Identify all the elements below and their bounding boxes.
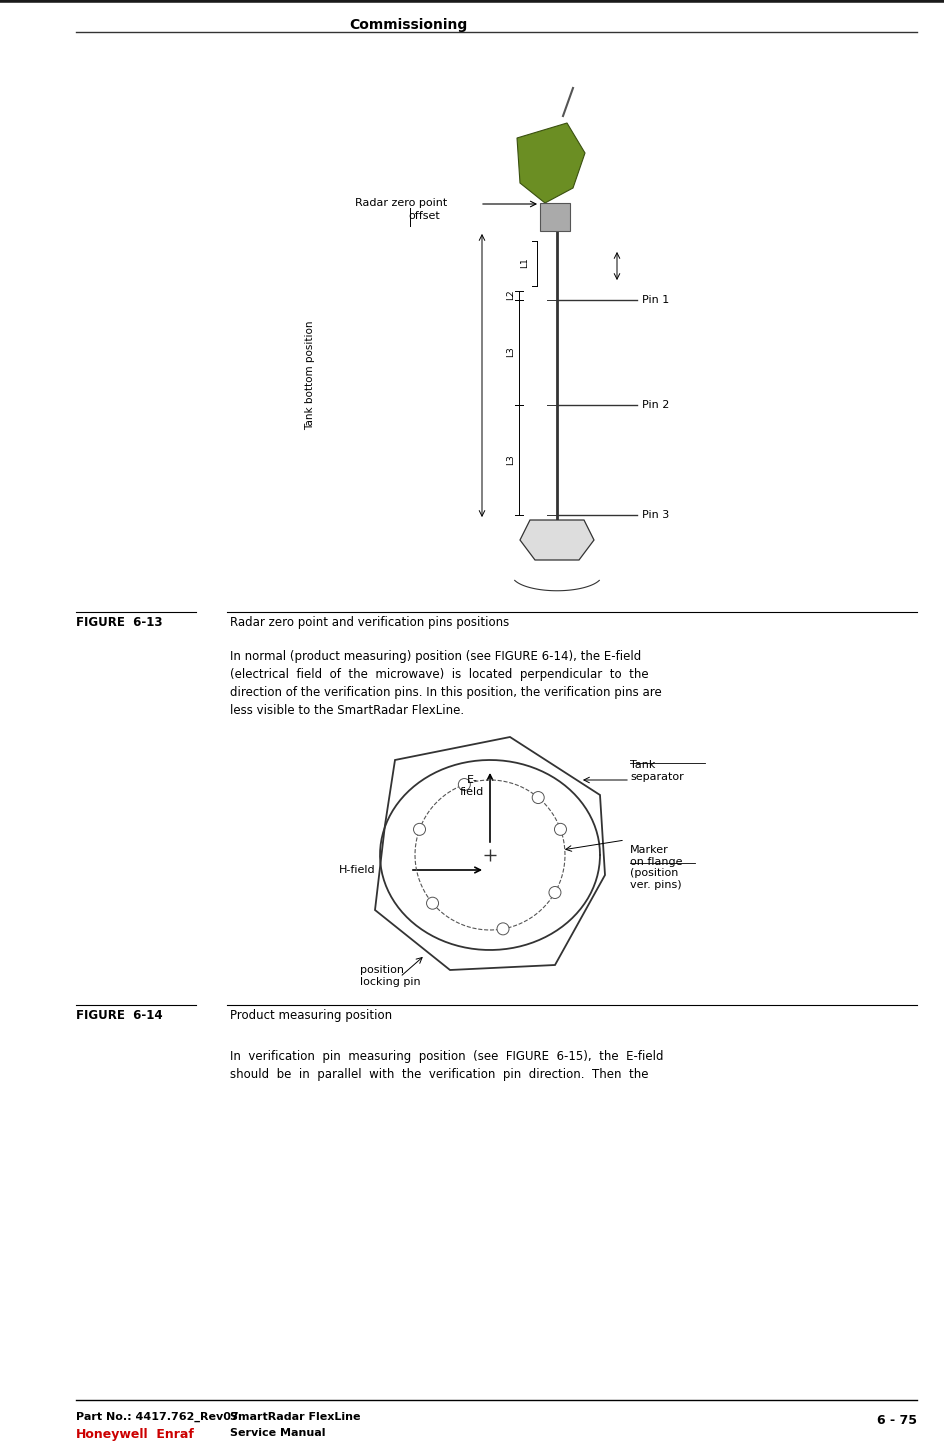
Bar (250, 60, 729, 595)
Circle shape (531, 792, 544, 803)
Text: 6 - 75: 6 - 75 (876, 1413, 916, 1426)
Polygon shape (375, 738, 604, 970)
Text: Part No.: 4417.762_Rev07: Part No.: 4417.762_Rev07 (76, 1411, 238, 1423)
Text: should  be  in  parallel  with  the  verification  pin  direction.  Then  the: should be in parallel with the verificat… (229, 1068, 648, 1081)
Text: Tank
separator: Tank separator (630, 760, 683, 781)
Text: (electrical  field  of  the  microwave)  is  located  perpendicular  to  the: (electrical field of the microwave) is l… (229, 668, 648, 681)
Text: Service Manual: Service Manual (229, 1427, 326, 1438)
Polygon shape (516, 124, 584, 204)
Circle shape (426, 898, 438, 909)
Text: Radar zero point and verification pins positions: Radar zero point and verification pins p… (229, 615, 509, 629)
Text: Enraf: Enraf (151, 1427, 194, 1440)
Text: offset: offset (408, 211, 439, 221)
Text: H-field: H-field (338, 866, 375, 874)
Text: E-
field: E- field (460, 776, 483, 797)
Text: less visible to the SmartRadar FlexLine.: less visible to the SmartRadar FlexLine. (229, 704, 464, 717)
Text: SmartRadar FlexLine: SmartRadar FlexLine (229, 1411, 361, 1422)
Text: direction of the verification pins. In this position, the verification pins are: direction of the verification pins. In t… (229, 685, 661, 698)
Text: L2: L2 (505, 290, 514, 300)
Bar (539, 204, 569, 231)
Text: Tank bottom position: Tank bottom position (305, 320, 314, 429)
Text: Radar zero point: Radar zero point (355, 198, 447, 208)
Circle shape (548, 886, 561, 899)
Text: L3: L3 (505, 454, 514, 466)
Text: In  verification  pin  measuring  position  (see  FIGURE  6-15),  the  E-field: In verification pin measuring position (… (229, 1051, 663, 1064)
Text: Marker
on flange
(position
ver. pins): Marker on flange (position ver. pins) (630, 845, 682, 890)
Text: Pin 1: Pin 1 (641, 295, 668, 306)
Circle shape (554, 824, 565, 835)
Circle shape (458, 778, 470, 790)
Text: FIGURE  6-13: FIGURE 6-13 (76, 615, 162, 629)
Text: L3: L3 (505, 346, 514, 358)
Text: FIGURE  6-14: FIGURE 6-14 (76, 1008, 162, 1021)
Text: Honeywell: Honeywell (76, 1427, 148, 1440)
Text: Pin 3: Pin 3 (641, 511, 668, 519)
Text: position
locking pin: position locking pin (360, 965, 420, 986)
Text: L1: L1 (519, 258, 529, 268)
Text: In normal (product measuring) position (see FIGURE 6-14), the E-field: In normal (product measuring) position (… (229, 650, 641, 663)
Polygon shape (519, 519, 594, 560)
Circle shape (497, 922, 509, 936)
Text: Pin 2: Pin 2 (641, 400, 668, 410)
Circle shape (413, 824, 425, 835)
Text: Product measuring position: Product measuring position (229, 1008, 392, 1021)
Text: Commissioning: Commissioning (349, 17, 467, 32)
